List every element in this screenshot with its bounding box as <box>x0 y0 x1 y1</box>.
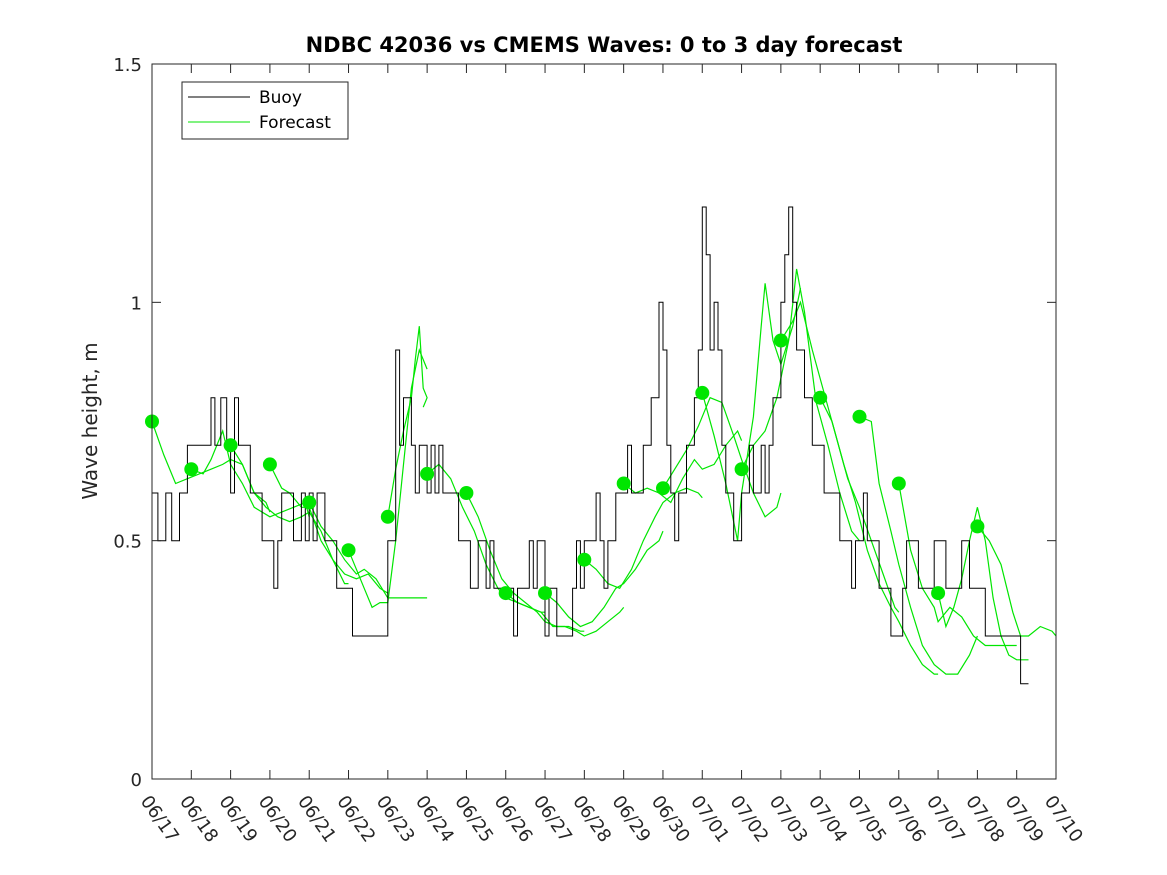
forecast-start-marker-13 <box>616 476 631 491</box>
forecast-line-3 <box>230 444 349 585</box>
forecast-start-marker-15 <box>695 385 710 400</box>
legend-buoy-label: Buoy <box>259 88 302 108</box>
forecast-start-marker-17 <box>773 333 788 348</box>
forecast-line-15 <box>701 283 802 541</box>
forecast-start-marker-5 <box>302 495 317 510</box>
forecast-line-18 <box>819 397 939 675</box>
forecast-start-marker-19 <box>852 409 867 424</box>
forecast-start-marker-21 <box>931 586 946 601</box>
forecast-start-marker-12 <box>577 552 592 567</box>
forecast-line-20 <box>898 483 1017 647</box>
legend-forecast-label: Forecast <box>259 113 331 133</box>
forecast-start-markers <box>145 333 985 601</box>
legend-box <box>181 81 349 140</box>
forecast-start-marker-2 <box>184 462 199 477</box>
forecast-start-marker-7 <box>380 509 395 524</box>
forecast-line-2 <box>191 429 310 518</box>
forecast-start-marker-14 <box>656 481 670 496</box>
forecast-line-16 <box>741 268 860 542</box>
forecast-start-marker-6 <box>341 543 356 558</box>
forecast-line-9 <box>465 492 585 632</box>
forecast-start-marker-4 <box>262 457 277 472</box>
forecast-start-marker-18 <box>813 390 828 405</box>
buoy-line <box>152 206 1029 685</box>
forecast-start-marker-9 <box>459 486 474 500</box>
y-tick-label: 1.5 <box>113 55 142 76</box>
forecast-line-6 <box>347 347 428 609</box>
forecast-line-12 <box>583 487 703 590</box>
forecast-line-11 <box>544 530 664 628</box>
y-tick-label: 1 <box>131 293 142 314</box>
y-axis-label: Wave height, m <box>78 342 102 499</box>
forecast-line-7 <box>387 326 428 517</box>
forecast-line-19 <box>859 416 978 675</box>
forecast-line-14 <box>662 396 782 518</box>
plot-frame <box>151 63 1057 780</box>
forecast-line-13 <box>623 429 743 504</box>
plot-area <box>152 64 1056 779</box>
forecast-start-marker-11 <box>538 586 552 601</box>
forecast-start-marker-20 <box>891 476 906 491</box>
legend: Buoy Forecast <box>181 81 349 140</box>
forecast-start-marker-16 <box>734 462 749 477</box>
forecast-line-4 <box>269 464 389 594</box>
buoy-series-group <box>152 206 1029 685</box>
forecast-start-marker-8 <box>420 466 435 481</box>
forecast-line-10 <box>505 592 625 637</box>
forecast-start-marker-22 <box>970 519 985 534</box>
y-tick-label: 0 <box>131 770 142 791</box>
chart-title: NDBC 42036 vs CMEMS Waves: 0 to 3 day fo… <box>306 33 903 57</box>
y-axis-ticks: 0 0.5 1 1.5 <box>113 55 1056 791</box>
forecast-line-5 <box>308 502 428 599</box>
forecast-start-marker-3 <box>223 438 238 453</box>
y-tick-label: 0.5 <box>113 532 142 553</box>
forecast-start-marker-10 <box>498 586 513 601</box>
